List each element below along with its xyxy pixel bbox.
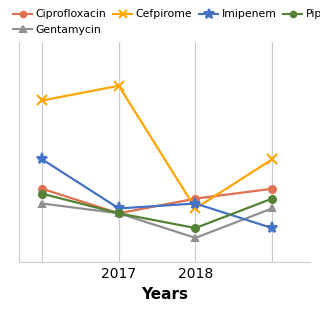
Line: Piperacillin: Piperacillin <box>39 190 276 232</box>
Piperacillin <box>194 226 197 230</box>
Cefpirome <box>117 84 121 88</box>
Line: Imipenem: Imipenem <box>36 154 278 234</box>
Piperacillin <box>40 192 44 196</box>
Ciprofloxacin <box>270 187 274 191</box>
Ciprofloxacin <box>194 197 197 201</box>
Imipenem <box>40 157 44 161</box>
Ciprofloxacin <box>40 187 44 191</box>
Gentamycin <box>40 202 44 205</box>
Piperacillin <box>117 212 121 215</box>
Imipenem <box>117 206 121 210</box>
Gentamycin <box>194 236 197 240</box>
Imipenem <box>194 202 197 205</box>
Line: Gentamycin: Gentamycin <box>39 200 276 241</box>
Gentamycin <box>117 212 121 215</box>
Ciprofloxacin <box>117 212 121 215</box>
Cefpirome <box>194 206 197 210</box>
Legend: Ciprofloxacin, Gentamycin, Cefpirome, Imipenem, Piperacillin: Ciprofloxacin, Gentamycin, Cefpirome, Im… <box>13 10 320 35</box>
X-axis label: Years: Years <box>141 287 188 302</box>
Line: Cefpirome: Cefpirome <box>37 81 277 213</box>
Gentamycin <box>270 206 274 210</box>
Cefpirome <box>270 157 274 161</box>
Piperacillin <box>270 197 274 201</box>
Cefpirome <box>40 99 44 102</box>
Line: Ciprofloxacin: Ciprofloxacin <box>39 185 276 217</box>
Imipenem <box>270 226 274 230</box>
